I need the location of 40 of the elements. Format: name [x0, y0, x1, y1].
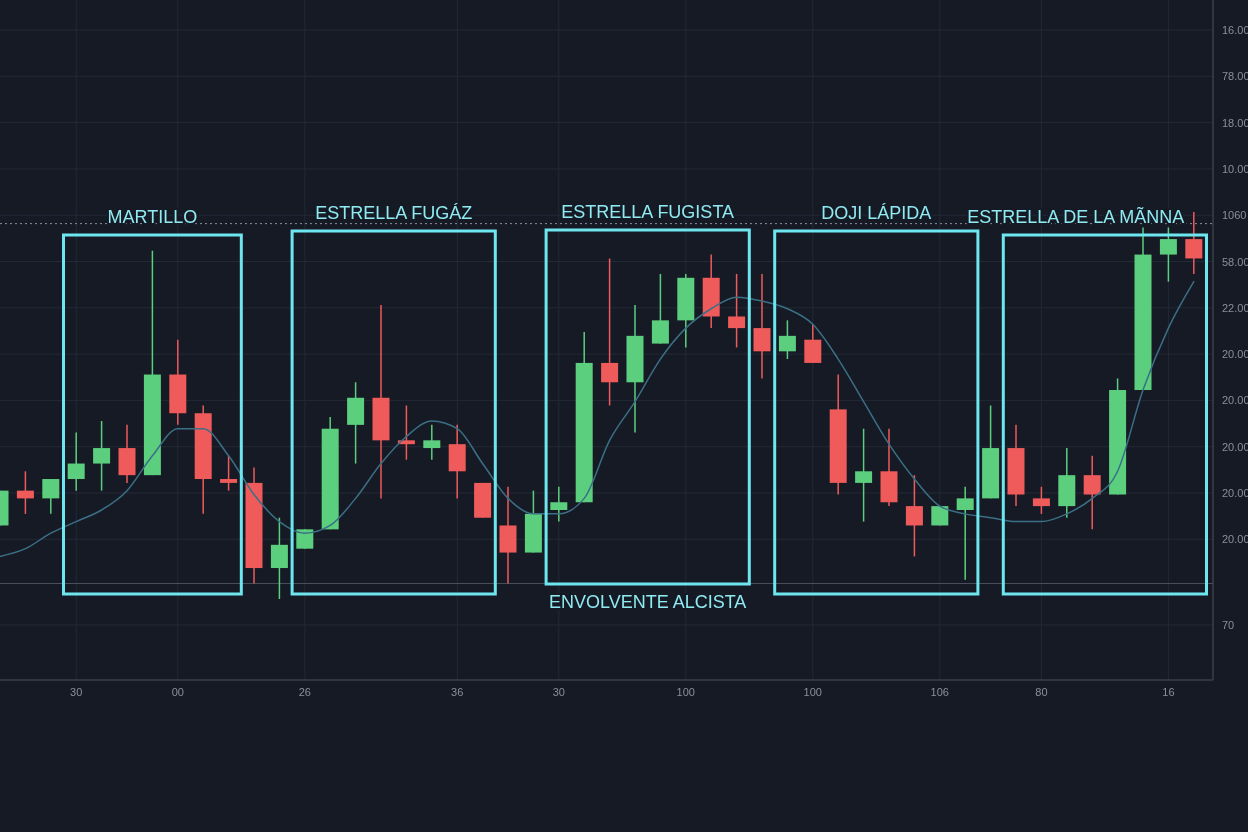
candlestick	[42, 478, 60, 515]
x-tick-label: 00	[171, 686, 184, 698]
candlestick	[804, 323, 822, 364]
candlestick	[753, 273, 771, 380]
x-tick-label: 80	[1035, 686, 1048, 698]
candlestick	[855, 427, 873, 523]
candlestick	[270, 516, 288, 600]
candlestick	[1185, 211, 1203, 275]
text: 1060	[1222, 209, 1247, 222]
candlestick	[728, 273, 746, 349]
annotation: ESTRELLA FUGÁZ	[315, 203, 473, 223]
x-tick-label: 36	[451, 686, 464, 698]
candlestick	[778, 319, 796, 360]
annotation: MARTILLO	[107, 207, 198, 227]
annotation: ESTRELLA FUGISTA	[561, 202, 735, 222]
x-tick-label: 30	[552, 686, 565, 698]
candlestick	[93, 420, 111, 492]
annotation: ENVOLVENTE ALCISTA	[549, 592, 747, 612]
candlestick	[1159, 226, 1177, 283]
candlestick	[16, 470, 34, 515]
candlestick	[905, 474, 923, 558]
candlestick	[397, 404, 415, 461]
candlestick	[956, 486, 974, 581]
x-tick-label: 30	[70, 686, 83, 698]
candlestick	[1083, 455, 1101, 531]
x-tick-label: 100	[676, 686, 695, 698]
candlestick	[550, 486, 568, 523]
x-tick-label: 106	[930, 686, 949, 698]
x-tick-label: 100	[803, 686, 822, 698]
candlestick	[67, 431, 85, 492]
x-tick-label: 26	[298, 686, 311, 698]
candlestick	[1032, 486, 1050, 515]
candlestick	[651, 273, 669, 345]
candlestick	[423, 424, 441, 461]
text: 70	[1222, 619, 1235, 631]
x-tick-label: 16	[1162, 686, 1175, 698]
annotation: DOJI LÁPIDA	[821, 203, 932, 223]
candlestick	[220, 455, 238, 492]
annotation: ESTRELLA DE LA MÃNNA	[967, 206, 1185, 227]
candlestick	[601, 257, 619, 407]
